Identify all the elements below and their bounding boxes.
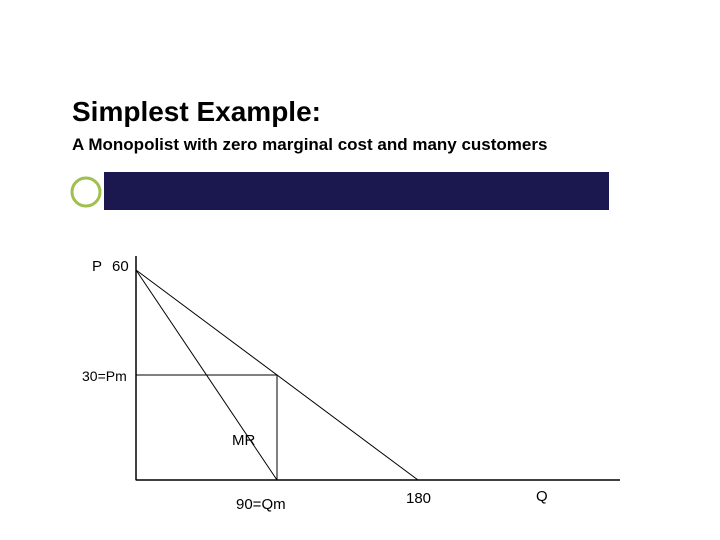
revenue-box [136,375,277,480]
axis-tick-180: 180 [406,490,431,507]
axis-label-q: Q [536,488,548,505]
axis-tick-60: 60 [112,258,129,275]
label-pm: 30=Pm [82,368,127,384]
label-qm: 90=Qm [236,496,286,513]
monopolist-diagram [0,0,720,540]
label-mr: MR [232,432,255,449]
axis-label-p: P [92,258,102,275]
